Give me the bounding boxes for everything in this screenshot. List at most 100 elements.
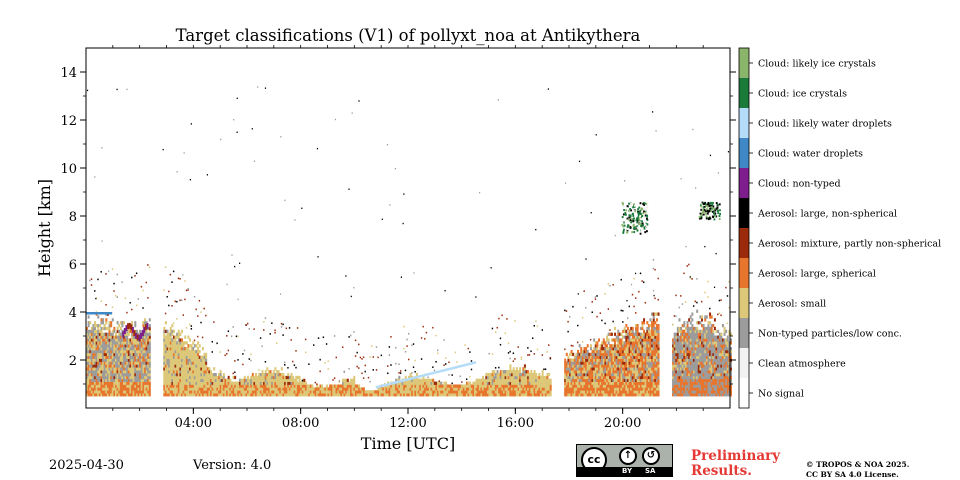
- heatmap-cell: [172, 387, 175, 391]
- heatmap-cell: [94, 347, 97, 351]
- heatmap-cell: [654, 355, 657, 359]
- heatmap-cell: [205, 364, 208, 368]
- heatmap-cell: [169, 378, 172, 382]
- heatmap-cell: [135, 341, 138, 345]
- heatmap-cell: [472, 393, 475, 397]
- heatmap-cell: [190, 375, 193, 380]
- heatmap-cell: [229, 387, 232, 391]
- heatmap-cell: [314, 390, 317, 394]
- heatmap-cell: [343, 378, 346, 382]
- heatmap-cell: [691, 341, 694, 345]
- heatmap-cell: [359, 393, 362, 397]
- heatmap-cell: [100, 341, 103, 345]
- heatmap-cell: [142, 367, 145, 371]
- heatmap-cell: [114, 347, 117, 351]
- heatmap-cell: [676, 390, 679, 394]
- heatmap-cell: [457, 387, 460, 391]
- heatmap-cell: [131, 358, 134, 362]
- heatmap-cell: [520, 384, 523, 388]
- heatmap-cell: [710, 393, 713, 397]
- heatmap-cell: [177, 372, 180, 377]
- heatmap-cell: [586, 355, 589, 359]
- heatmap-cell: [704, 329, 707, 334]
- heatmap-cell: [321, 390, 324, 394]
- heatmap-cell: [501, 375, 504, 380]
- heatmap-cell: [182, 361, 185, 365]
- heatmap-cell: [646, 335, 649, 339]
- heatmap-cell: [490, 387, 493, 391]
- heatmap-cell: [647, 390, 650, 394]
- heatmap-cell: [142, 321, 145, 325]
- heatmap-cell: [630, 349, 633, 354]
- heatmap-cell: [232, 387, 235, 391]
- heatmap-cell: [540, 384, 543, 388]
- heatmap-cell: [205, 355, 208, 359]
- heatmap-cell: [174, 378, 177, 382]
- heatmap-cell: [272, 375, 275, 380]
- heatmap-cell: [499, 381, 502, 385]
- heatmap-cell: [123, 364, 126, 368]
- heatmap-cell: [86, 384, 89, 388]
- heatmap-speck: [638, 290, 640, 293]
- heatmap-cell: [599, 349, 602, 354]
- heatmap-cell: [166, 344, 169, 348]
- heatmap-cell: [164, 393, 167, 397]
- heatmap-cell: [123, 361, 126, 365]
- heatmap-cell: [469, 393, 472, 397]
- heatmap-cell: [535, 372, 538, 377]
- heatmap-cell: [548, 393, 551, 397]
- heatmap-cell: [140, 390, 143, 394]
- heatmap-cell: [443, 390, 446, 394]
- heatmap-cell: [683, 341, 686, 345]
- heatmap-cell: [213, 372, 216, 377]
- heatmap-cell: [514, 381, 517, 385]
- heatmap-cell: [106, 372, 109, 377]
- heatmap-cell: [97, 387, 100, 391]
- heatmap-cell: [114, 364, 117, 368]
- heatmap-cell: [614, 384, 617, 388]
- heatmap-cell: [493, 393, 496, 397]
- heatmap-cell: [124, 332, 127, 336]
- heatmap-cell: [697, 381, 700, 385]
- heatmap-speck: [631, 293, 634, 296]
- heatmap-cell: [639, 367, 642, 371]
- heatmap-cell: [298, 378, 301, 382]
- heatmap-cell: [108, 358, 111, 362]
- heatmap-cell: [646, 347, 649, 351]
- heatmap-cell: [124, 384, 127, 388]
- heatmap-cell: [707, 355, 710, 359]
- heatmap-cell: [180, 329, 183, 334]
- heatmap-cell: [631, 370, 634, 374]
- heatmap-speck: [341, 346, 344, 349]
- heatmap-cell: [610, 364, 613, 368]
- heatmap-cell: [94, 364, 97, 368]
- heatmap-cell: [501, 378, 504, 382]
- heatmap-cell: [493, 370, 496, 374]
- heatmap-speck: [530, 350, 532, 353]
- heatmap-cell: [607, 338, 610, 342]
- heatmap-cell: [601, 393, 604, 397]
- heatmap-cell: [612, 367, 615, 371]
- heatmap-cell: [649, 375, 652, 380]
- heatmap-cell: [172, 338, 175, 342]
- heatmap-cell: [504, 378, 507, 382]
- heatmap-cell: [633, 384, 636, 388]
- heatmap-cell: [118, 332, 121, 336]
- heatmap-cell: [317, 390, 320, 394]
- heatmap-cell: [701, 329, 704, 334]
- heatmap-cell: [612, 349, 615, 354]
- heatmap-cell: [290, 387, 293, 391]
- heatmap-cell: [304, 393, 307, 397]
- heatmap-cell: [185, 347, 188, 351]
- heatmap-cell: [676, 332, 679, 336]
- heatmap-cell: [174, 338, 177, 342]
- heatmap-cell: [643, 349, 646, 354]
- heatmap-cell: [213, 387, 216, 391]
- heatmap-cell: [620, 355, 623, 359]
- heatmap-cell: [623, 375, 626, 380]
- heatmap-cell: [709, 393, 712, 397]
- heatmap-cell: [636, 370, 639, 374]
- heatmap-cell: [675, 361, 678, 365]
- heatmap-cell: [678, 326, 681, 331]
- heatmap-cell: [113, 378, 116, 382]
